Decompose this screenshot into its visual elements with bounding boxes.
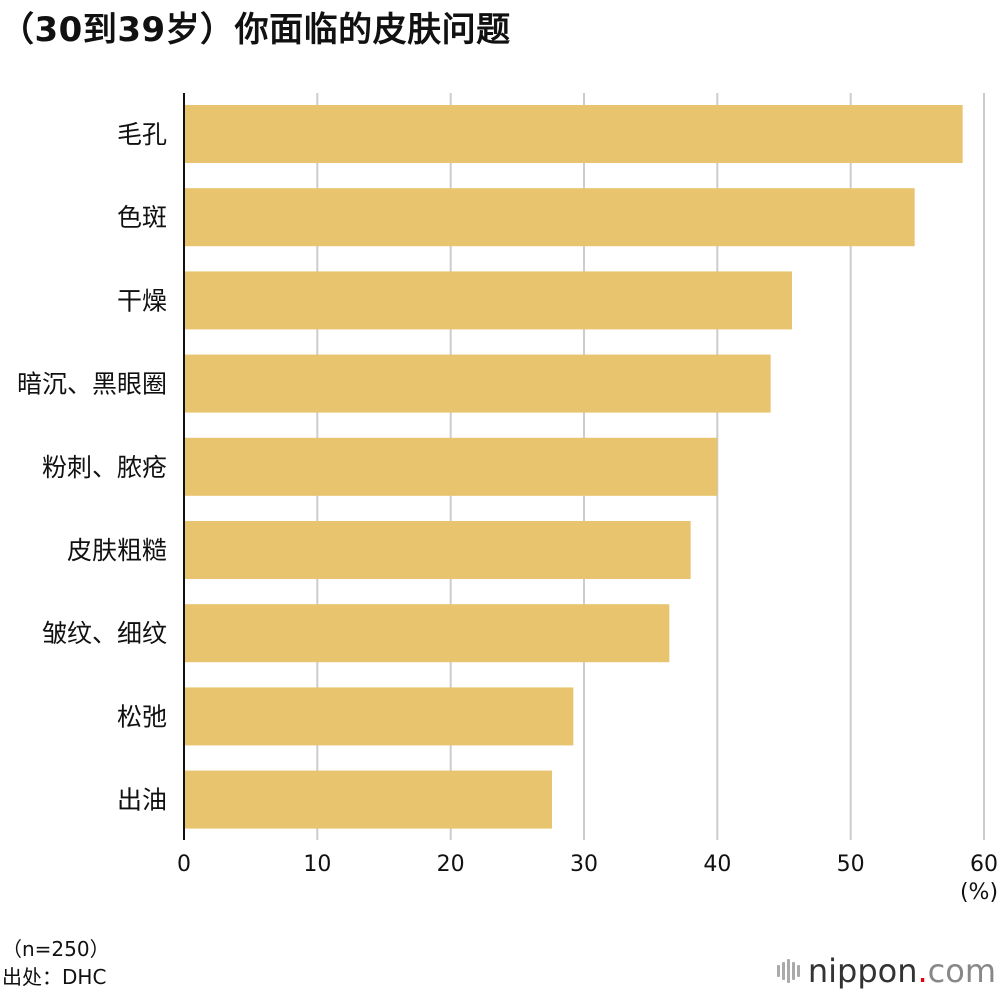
bar: [184, 770, 552, 829]
x-tick-label: 60: [970, 852, 998, 877]
category-label: 暗沉、黑眼圈: [17, 370, 167, 399]
bar: [184, 188, 915, 247]
category-label: 出油: [117, 786, 167, 815]
nippon-logo: nippon. com: [776, 952, 996, 990]
unit-label: (%): [960, 880, 998, 905]
bar: [184, 687, 574, 746]
bar: [184, 354, 771, 413]
category-label: 松弛: [117, 702, 167, 731]
x-tick-label: 50: [837, 852, 865, 877]
x-tick-label: 40: [703, 852, 731, 877]
category-label: 粉刺、脓疮: [42, 453, 167, 482]
category-label: 皱纹、细纹: [42, 619, 167, 648]
x-tick-labels: 0 10 20 30 40 50 60: [177, 852, 998, 877]
category-label: 毛孔: [117, 120, 167, 149]
source-note: 出处：DHC: [2, 965, 107, 989]
bars: [184, 105, 963, 829]
logo-name: nippon: [807, 952, 918, 990]
logo-tld: com: [927, 952, 996, 990]
category-label: 皮肤粗糙: [67, 536, 167, 565]
logo-dot: .: [917, 952, 928, 990]
category-label: 色斑: [117, 203, 167, 232]
x-tick-label: 30: [570, 852, 598, 877]
sample-size-note: （n=250）: [2, 937, 110, 961]
bar: [184, 604, 670, 663]
bar: [184, 437, 718, 496]
bar: [184, 105, 963, 163]
bar: [184, 271, 792, 330]
logo-mark-icon: [776, 959, 800, 983]
bar: [184, 521, 691, 579]
x-tick-label: 10: [303, 852, 331, 877]
chart-title: （30到39岁）你面临的皮肤问题: [0, 10, 511, 50]
category-label: 干燥: [117, 286, 167, 315]
x-tick-label: 0: [177, 852, 191, 877]
x-tick-label: 20: [437, 852, 465, 877]
